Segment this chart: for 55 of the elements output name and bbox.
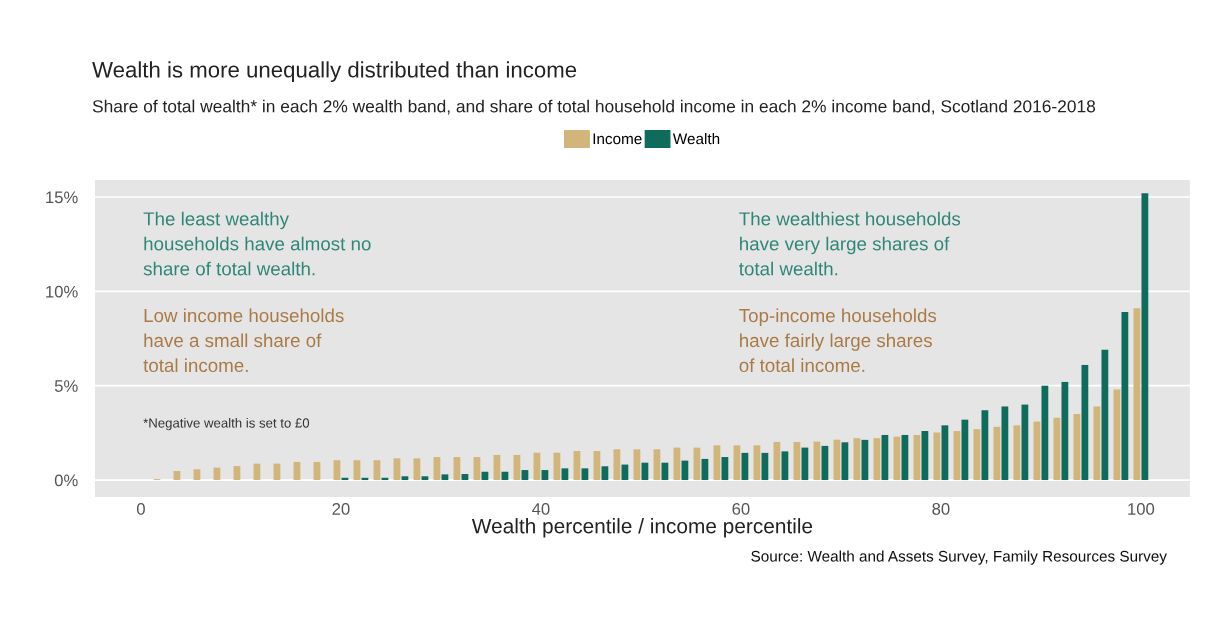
bar xyxy=(893,436,901,481)
annotation: The least wealthy households have almost no share of total wealth. xyxy=(143,211,371,276)
x-tick-label: 0 xyxy=(136,503,145,515)
annotation: *Negative wealth is set to £0 xyxy=(143,417,310,431)
bar xyxy=(1013,425,1021,481)
x-tick-label: 80 xyxy=(932,503,950,515)
x-axis-title: Wealth percentile / income percentile xyxy=(471,518,813,538)
bar xyxy=(441,474,449,481)
annotation: The wealthiest households have very large shares of total wealth. xyxy=(739,211,961,276)
bar xyxy=(401,476,409,481)
x-tick-label: 20 xyxy=(332,503,350,515)
bar xyxy=(1113,389,1121,481)
bar xyxy=(913,434,921,481)
bar xyxy=(993,426,1001,481)
bar xyxy=(933,432,941,481)
bar xyxy=(881,434,889,481)
bar xyxy=(901,434,909,481)
bar xyxy=(1141,193,1149,481)
annotation: Low income households have a small share of total income. xyxy=(143,308,344,373)
bar xyxy=(981,410,989,481)
bar xyxy=(1033,421,1041,481)
bar xyxy=(1041,385,1049,481)
chart-subtitle: Share of total wealth* in each 2% wealth band, and share of total household income in each 2% income band, Scotland 2016-2018 xyxy=(92,99,1096,115)
y-tick-label: 10% xyxy=(46,285,78,298)
legend-label: Income xyxy=(593,133,642,145)
y-tick-label: 0% xyxy=(54,474,78,487)
source-note: Source: Wealth and Assets Survey, Family Resources Survey xyxy=(751,550,1167,565)
bar xyxy=(873,438,881,481)
bar xyxy=(1053,417,1061,481)
bar xyxy=(1121,312,1129,481)
chart-title: Wealth is more unequally distributed than income xyxy=(92,61,577,82)
bar xyxy=(941,425,949,481)
x-tick-label: 40 xyxy=(532,503,550,515)
bar xyxy=(1001,406,1009,481)
bar xyxy=(421,476,429,481)
bar xyxy=(1101,349,1109,481)
bar xyxy=(973,429,981,481)
x-tick-label: 100 xyxy=(1128,503,1155,515)
bar xyxy=(1021,404,1029,481)
bar xyxy=(1093,406,1101,481)
bar xyxy=(1133,308,1141,481)
y-tick-label: 15% xyxy=(46,191,78,204)
bar xyxy=(193,469,201,481)
bar xyxy=(1061,381,1069,481)
bar xyxy=(1081,364,1089,481)
annotation: Top-income households have fairly large shares of total income. xyxy=(739,308,937,373)
bar xyxy=(561,468,569,481)
bar xyxy=(961,419,969,481)
bar xyxy=(953,430,961,481)
bar xyxy=(921,430,929,481)
legend-label: Wealth xyxy=(672,133,720,145)
y-tick-label: 5% xyxy=(54,380,78,392)
bar xyxy=(581,468,589,481)
x-tick-label: 60 xyxy=(732,503,750,515)
bar xyxy=(1073,414,1081,481)
